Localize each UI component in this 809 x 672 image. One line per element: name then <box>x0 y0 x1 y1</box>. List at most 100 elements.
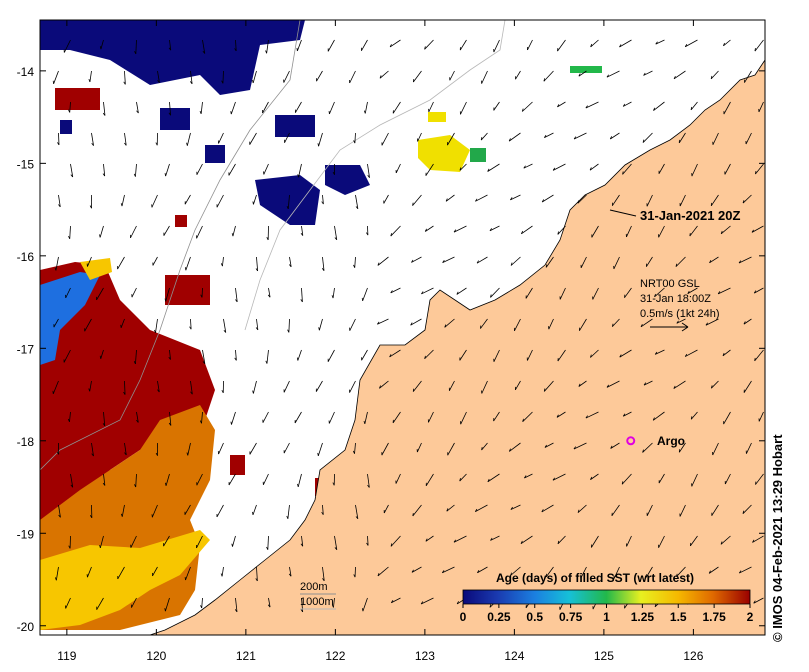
current-vector-head <box>102 173 106 177</box>
current-vector-head <box>353 140 356 144</box>
current-vector <box>510 194 521 201</box>
current-vector-head <box>522 418 524 422</box>
current-vector <box>262 411 269 423</box>
current-vector <box>103 473 106 486</box>
lon-tick-label: 122 <box>325 649 345 663</box>
legend-tick-label: 1.5 <box>670 610 687 624</box>
current-vector <box>557 225 566 235</box>
sst-green-patch <box>470 148 486 162</box>
lat-tick-label: -19 <box>17 527 35 541</box>
current-vector-head <box>133 361 136 365</box>
sst-red-patch <box>230 455 245 475</box>
current-vector-head <box>322 578 325 582</box>
sst-red-patch <box>165 275 210 305</box>
current-vector <box>395 163 401 174</box>
current-vector-head <box>544 134 547 138</box>
current-vector-head <box>619 354 622 358</box>
current-vector-head <box>573 446 577 450</box>
current-vector-head <box>367 175 370 178</box>
surface-current-vectors <box>52 39 764 613</box>
current-vector <box>222 256 224 267</box>
current-vector <box>752 535 764 543</box>
lon-tick-label: 124 <box>504 649 524 663</box>
legend-tick-label: 1 <box>603 610 610 624</box>
current-vector <box>685 349 698 357</box>
current-vector <box>318 318 323 331</box>
current-vector <box>186 132 191 146</box>
current-vector-head <box>577 200 580 204</box>
current-vector <box>425 535 434 542</box>
current-vector <box>446 504 455 512</box>
current-vector <box>256 256 259 271</box>
current-vector-head <box>609 136 613 140</box>
current-vector <box>262 101 269 114</box>
current-vector-head <box>199 110 202 114</box>
current-vector-head <box>168 112 171 116</box>
current-vector <box>685 39 698 48</box>
current-vector-head <box>705 322 708 326</box>
current-vector-head <box>654 351 658 355</box>
current-vector <box>690 411 698 420</box>
current-vector-head <box>99 46 102 50</box>
current-vector <box>514 318 521 332</box>
current-vector-head <box>123 391 126 395</box>
current-vector-head <box>58 514 61 518</box>
current-vector-head <box>70 174 74 178</box>
current-vector <box>556 411 566 418</box>
current-vector-head <box>510 197 513 201</box>
current-vector-head <box>352 450 355 454</box>
current-vector-head <box>610 445 613 449</box>
current-vector <box>619 39 632 48</box>
current-vector <box>231 411 236 425</box>
current-vector <box>349 318 356 331</box>
sst-yellow-patch <box>428 112 446 122</box>
current-vector-head <box>541 199 545 203</box>
current-vector-head <box>133 173 136 177</box>
current-vector <box>169 411 172 426</box>
current-vector-head <box>54 577 57 581</box>
current-vector <box>579 318 587 331</box>
current-vector <box>232 225 236 237</box>
current-vector-head <box>234 48 237 52</box>
argo-float-marker[interactable] <box>626 436 636 446</box>
current-vector-head <box>99 355 102 359</box>
current-vector <box>658 473 665 484</box>
current-vector <box>389 39 401 48</box>
current-vector-head <box>155 452 158 456</box>
current-vector <box>708 566 719 574</box>
legend-tick-label: 0.5 <box>526 610 543 624</box>
current-vector <box>445 194 455 202</box>
current-vector-head <box>523 165 526 169</box>
current-vector-head <box>453 539 457 543</box>
current-vector-head <box>412 512 414 517</box>
current-vector-head <box>124 452 127 456</box>
current-vector-head <box>377 262 380 266</box>
current-vector <box>63 349 71 363</box>
current-vector-head <box>708 570 711 574</box>
current-vector-head <box>286 206 289 210</box>
current-vector <box>676 566 686 577</box>
current-vector-head <box>421 291 424 295</box>
current-vector-head <box>377 321 380 325</box>
current-vector <box>87 566 92 578</box>
current-vector <box>526 349 533 361</box>
current-vector-head <box>234 357 237 361</box>
current-vector-head <box>752 539 755 543</box>
lon-tick-label: 123 <box>415 649 435 663</box>
current-vector <box>510 256 521 266</box>
current-vector-head <box>441 570 445 573</box>
current-vector <box>249 132 257 145</box>
current-vector-head <box>366 542 369 546</box>
current-vector <box>327 349 335 362</box>
current-vector-head <box>157 389 160 393</box>
current-vector <box>590 349 599 358</box>
current-vector <box>447 442 455 456</box>
current-vector <box>395 473 401 484</box>
current-vector-head <box>300 543 304 547</box>
current-vector <box>421 287 434 295</box>
current-vector <box>723 411 731 425</box>
current-vector <box>592 287 599 300</box>
current-vector-head <box>332 171 335 175</box>
current-vector <box>758 411 764 422</box>
current-vector <box>557 39 566 52</box>
